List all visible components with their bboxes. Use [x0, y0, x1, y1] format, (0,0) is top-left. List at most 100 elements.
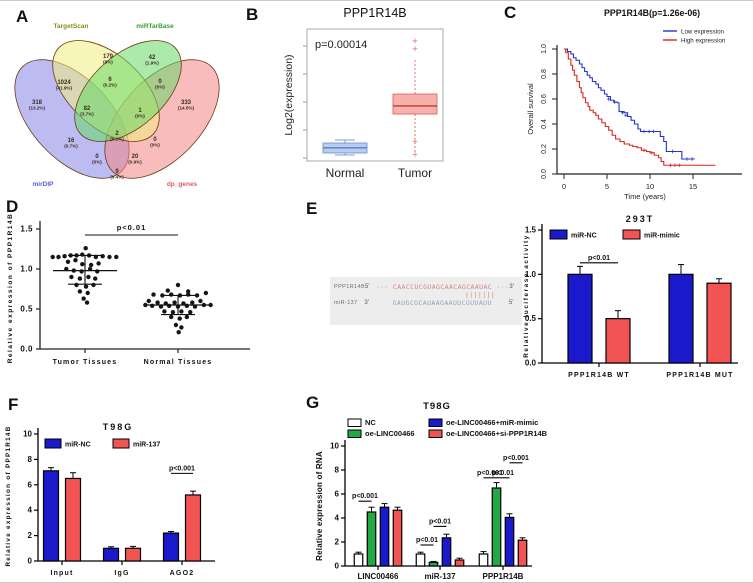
legend-label: High expression: [681, 38, 726, 45]
y-axis-label: Log2(expression): [283, 54, 295, 135]
y-tick-label: 0.0: [541, 169, 548, 179]
venn-set-label: miRTarBase: [136, 23, 174, 30]
data-point: [198, 298, 203, 304]
data-point: [96, 261, 101, 266]
bar-NC-LINC00466: [353, 553, 364, 567]
significance-label: p<0.001: [503, 455, 529, 462]
data-point: [100, 254, 105, 259]
y-axis-label: Relative expression of RNA: [315, 451, 324, 561]
panel-label-f: F: [8, 395, 19, 414]
data-point: [50, 254, 55, 260]
venn-region-count: 0 (0%): [92, 154, 102, 164]
category-label: miR-137: [424, 572, 456, 581]
data-point: [179, 325, 184, 330]
bar-oe-LINC00466-miR-137: [428, 561, 439, 567]
rip-bar-chart: 0 2 4 6 8 10 T98G Relative expression of PPP1R1…: [5, 422, 215, 577]
data-point: [177, 316, 182, 321]
data-point: [208, 302, 213, 308]
data-point: [194, 293, 200, 298]
data-point: [190, 300, 195, 305]
data-point: [95, 269, 100, 274]
x-tick-label: 15: [689, 182, 697, 191]
bar-oe-LINC00466+miR-mimic-miR-137: [441, 537, 452, 567]
data-point: [173, 322, 179, 328]
venn-region-count: 0 (0%): [155, 79, 165, 89]
bar-oe-LINC00466-LINC00466: [366, 511, 377, 567]
y-tick-label: 0.5: [525, 314, 537, 323]
category-label: LINC00466: [358, 572, 399, 581]
chart-title: PPP1R14B(p=1.26e-06): [604, 8, 700, 18]
data-point: [84, 300, 90, 305]
alignment-3prime-mark: 3': [509, 284, 514, 290]
venn-region-count: 82 (3.7%): [80, 106, 94, 116]
data-point: [186, 292, 191, 297]
data-point: [62, 254, 67, 259]
y-tick-label: 1.0: [525, 270, 537, 279]
venn-diagram: TargetScan miRTarBase mirDIP dp_genes 179 (8%…: [14, 23, 220, 188]
sequence-alignment: PPP1R14B 5' ··· CAACCUCGUAGCAACAGCAAUAC …: [330, 277, 522, 325]
venn-region-count: 333 (14.5%): [178, 100, 195, 110]
data-point: [77, 289, 83, 294]
data-point: [79, 269, 84, 274]
category-label: PPP1R14B: [483, 572, 524, 581]
bar-miR-137-IgG: [124, 547, 142, 562]
category-label: Tumor Tissues: [53, 359, 118, 366]
data-point: [149, 303, 155, 308]
legend-label: Low expression: [681, 29, 725, 36]
tissue-scatter-plot: 0.0 0.5 1.0 1.5 Relative expression of PPP1R…: [7, 213, 250, 366]
x-axis-label: Time (years): [624, 192, 666, 201]
venn-set-label: dp_genes: [167, 181, 198, 188]
category-label: Tumor: [398, 166, 432, 180]
panel-label-c: C: [504, 3, 517, 22]
panel-label-d: D: [6, 197, 19, 216]
x-tick-label: 10: [646, 182, 654, 191]
y-tick-label: 2: [335, 538, 340, 547]
legend-swatch: [44, 438, 62, 449]
legend-label: NC: [365, 418, 376, 427]
y-tick-label: 0.6: [541, 94, 548, 104]
category-label: Normal: [326, 166, 365, 180]
data-point: [169, 314, 174, 320]
legend-swatch: [428, 429, 443, 438]
data-point: [69, 274, 74, 280]
data-point: [56, 254, 61, 260]
data-point: [176, 330, 181, 335]
category-label: PPP1R14B WT: [568, 372, 630, 379]
bar-oe-LINC00466-PPP1R14B: [491, 487, 502, 567]
bar-miR-mimic-PPP1R14B WT: [605, 318, 631, 364]
expression-boxplot: PPP1R14B p=0.00014 Log2(expression) Normal T…: [283, 6, 444, 180]
alignment-mirna-sequence: GAUGCGCAUAAGAAUUCGUUAUU: [375, 299, 510, 307]
data-point: [81, 296, 86, 301]
data-point: [114, 254, 119, 260]
data-point: [162, 309, 167, 314]
x-tick-label: 0: [562, 182, 566, 191]
data-point: [170, 310, 176, 315]
y-axis-label: Overall survival: [526, 83, 535, 135]
y-tick-label: 4: [28, 506, 33, 515]
y-tick-label: 8: [335, 466, 340, 475]
data-point: [93, 276, 98, 281]
venn-set-label: mirDIP: [33, 181, 55, 188]
data-point: [166, 303, 172, 308]
y-axis-label: Relative expression of PPP1R14B: [5, 425, 12, 566]
alignment-row-ppp1r14b: PPP1R14B 5' ··· CAACCUCGUAGCAACAGCAAUAC …: [334, 281, 520, 293]
bar-miR-137-Input: [64, 477, 82, 562]
legend-label: oe-LINC00466+si-PPP1R14B: [446, 429, 548, 438]
data-point: [107, 254, 112, 260]
legend-swatch: [428, 418, 443, 427]
data-point: [77, 276, 83, 281]
chart-title: T98G: [423, 401, 451, 412]
bar-oe-LINC00466+si-PPP1R14B-LINC00466: [392, 509, 403, 567]
y-tick-label: 0.4: [541, 119, 548, 129]
alignment-5prime-mark: 5': [365, 284, 370, 290]
luciferase-bar-chart: 0.0 0.5 1.0 1.5 293T Relative luciferase acti…: [523, 214, 738, 379]
venn-region-count: 6 (0.2%): [103, 77, 117, 87]
y-tick-label: 8: [28, 455, 33, 464]
bar-miR-NC-AGO2: [162, 532, 180, 562]
data-point: [184, 314, 190, 320]
data-point: [179, 309, 184, 314]
legend-swatch: [549, 229, 568, 240]
legend-label: oe-LINC00466+miR-mimic: [446, 418, 538, 427]
data-point: [186, 289, 191, 294]
